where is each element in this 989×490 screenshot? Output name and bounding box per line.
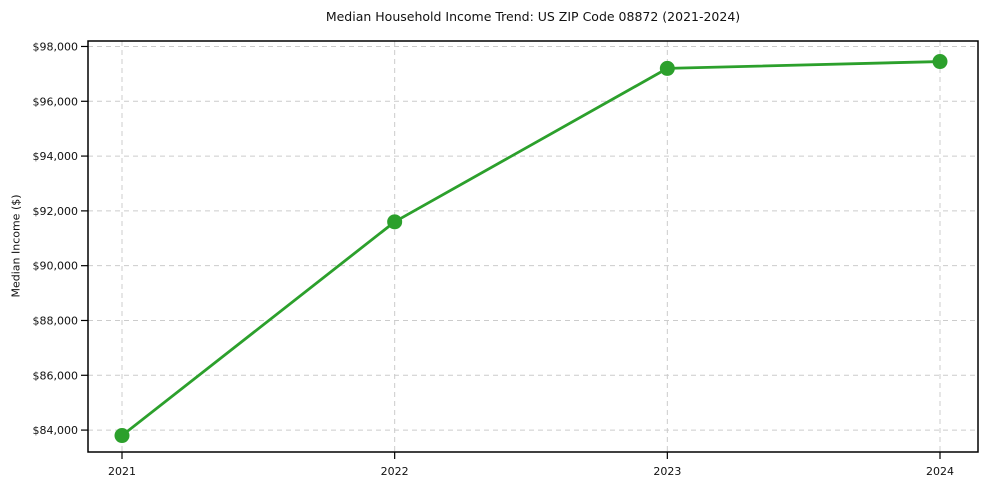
chart-title: Median Household Income Trend: US ZIP Co… xyxy=(325,9,741,24)
data-point xyxy=(387,214,403,230)
data-point xyxy=(659,60,675,76)
y-tick-label: $94,000 xyxy=(33,150,79,163)
trend-line xyxy=(120,60,942,437)
x-tick-label: 2023 xyxy=(653,465,681,478)
data-point xyxy=(932,54,948,70)
x-tick-label: 2021 xyxy=(108,465,136,478)
y-tick-label: $90,000 xyxy=(33,260,79,273)
y-tick-label: $86,000 xyxy=(33,369,79,382)
plot-frame xyxy=(87,40,979,453)
x-tick-label: 2024 xyxy=(926,465,954,478)
y-tick-label: $84,000 xyxy=(33,424,79,437)
y-tick-label: $88,000 xyxy=(33,314,79,327)
data-point xyxy=(114,428,130,444)
x-tick-label: 2022 xyxy=(381,465,409,478)
y-tick-label: $96,000 xyxy=(33,95,79,108)
y-tick-label: $98,000 xyxy=(33,40,79,53)
y-tick-label: $92,000 xyxy=(33,205,79,218)
